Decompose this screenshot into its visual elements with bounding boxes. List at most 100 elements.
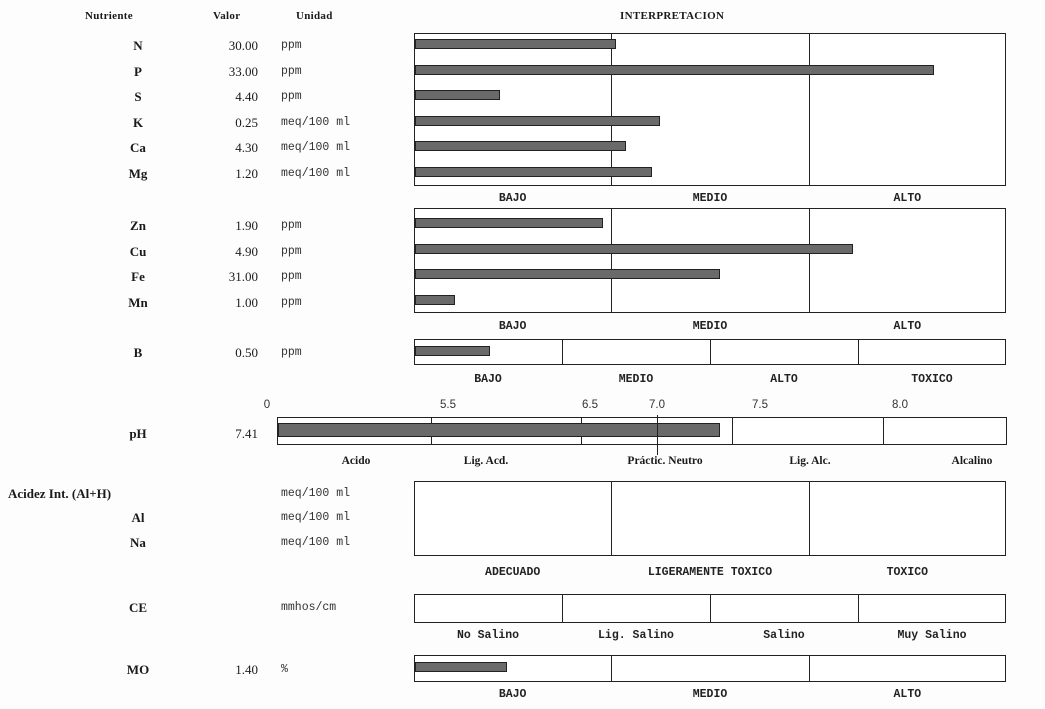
acidity-name: Al	[131, 510, 145, 525]
nutrient-name: S	[134, 89, 142, 104]
nutrient-value: 4.40	[235, 89, 258, 104]
ce-unit: mmhos/cm	[281, 601, 337, 614]
category-label: ALTO	[893, 192, 922, 205]
nutrient-unit: ppm	[281, 346, 302, 359]
category-divider	[611, 34, 613, 185]
ph-category-label: Alcalino	[951, 455, 993, 467]
ph-tick-label: 0	[263, 399, 271, 411]
nutrient-value: 0.50	[235, 345, 258, 360]
nutrient-unit: meq/100 ml	[281, 166, 351, 180]
bar-mn	[415, 294, 455, 305]
nutrient-name: Zn	[130, 218, 146, 233]
header-unit: Unidad	[296, 10, 333, 22]
header-interpretation: INTERPRETACION	[620, 10, 725, 22]
acidity-name: Na	[130, 535, 146, 550]
nutrient-name: Cu	[129, 243, 147, 259]
acidity-unit: meq/100 ml	[281, 487, 351, 500]
ph-name: pH	[129, 426, 147, 441]
category-label: ALTO	[893, 688, 922, 701]
ph-divider	[883, 418, 884, 444]
nutrient-unit: ppm	[281, 64, 302, 78]
nutrient-unit: ppm	[281, 295, 302, 309]
category-label: MEDIO	[692, 688, 728, 701]
ph-tick-label: 7.0	[649, 399, 665, 411]
nutrient-name: K	[132, 114, 144, 130]
bar-mo	[415, 662, 507, 672]
bar-fe	[415, 269, 720, 279]
ph-tick-label: 8.0	[892, 399, 908, 411]
category-divider	[562, 595, 563, 622]
nutrient-name: Fe	[131, 269, 145, 284]
category-divider	[710, 340, 711, 364]
bar-n	[415, 39, 616, 49]
bar-ca	[415, 141, 626, 151]
nutrient-unit: meq/100 ml	[281, 115, 351, 129]
nutrient-unit: meq/100 ml	[281, 141, 351, 154]
category-label: Salino	[763, 629, 805, 642]
category-divider	[808, 656, 810, 681]
ph-neutral-marker	[657, 415, 658, 455]
category-label: ADECUADO	[485, 566, 541, 579]
nutrient-value: 31.00	[228, 269, 258, 284]
acidity-unit: meq/100 ml	[281, 511, 351, 524]
category-divider	[858, 340, 859, 364]
boron-panel	[414, 339, 1006, 365]
category-label: BAJO	[498, 192, 527, 205]
category-label: ALTO	[893, 320, 922, 333]
ph-category-label: Lig. Acd.	[463, 455, 509, 467]
category-divider	[808, 482, 810, 555]
nutrient-value: 1.90	[235, 218, 258, 233]
nutrient-name: P	[134, 63, 142, 79]
category-divider	[611, 482, 613, 555]
nutrient-value: 4.90	[235, 243, 258, 259]
category-label: BAJO	[498, 320, 527, 333]
category-label: ALTO	[770, 373, 798, 386]
bar-p	[415, 64, 934, 75]
category-label: BAJO	[498, 688, 527, 701]
ce-name: CE	[128, 600, 148, 615]
acidity-unit: meq/100 ml	[281, 536, 351, 549]
nutrient-name: Ca	[130, 140, 146, 155]
bar-s	[415, 90, 500, 100]
mo-value: 1.40	[235, 662, 258, 677]
category-label: LIGERAMENTE TOXICO	[647, 566, 773, 579]
category-label: Lig. Salino	[598, 629, 674, 642]
category-label: TOXICO	[911, 373, 953, 386]
ph-tick-label: 6.5	[582, 399, 598, 411]
mo-name: MO	[126, 662, 150, 677]
mo-panel	[414, 655, 1006, 682]
ph-category-label: Lig. Alc.	[789, 455, 831, 467]
nutrient-value: 0.25	[235, 114, 258, 130]
category-label: MEDIO	[692, 192, 728, 205]
nutrient-value: 33.00	[228, 63, 258, 79]
nutrient-name: Mg	[128, 165, 148, 181]
nutrient-value: 1.20	[235, 165, 258, 181]
category-label: No Salino	[456, 629, 520, 642]
nutrient-name: Mn	[128, 294, 148, 310]
category-label: TOXICO	[886, 566, 929, 579]
bar-b	[415, 346, 490, 356]
nutrient-name: N	[133, 38, 143, 53]
bar-zn	[415, 218, 603, 228]
category-divider	[710, 595, 711, 622]
nutrient-value: 30.00	[228, 38, 258, 53]
ph-tick-label: 5.5	[440, 399, 456, 411]
acidity-panel	[414, 481, 1006, 556]
ce-panel	[414, 594, 1006, 623]
ph-category-label: Acido	[341, 455, 371, 467]
category-divider	[562, 340, 563, 364]
nutrient-unit: ppm	[281, 270, 302, 283]
category-divider	[808, 209, 810, 312]
nutrient-unit: ppm	[281, 219, 302, 232]
nutrient-value: 4.30	[235, 140, 258, 155]
bar-mg	[415, 166, 652, 177]
acidity-name: Acidez Int. (Al+H)	[8, 486, 112, 501]
category-divider	[808, 34, 810, 185]
nutrient-unit: ppm	[281, 90, 302, 103]
category-label: Muy Salino	[897, 629, 967, 642]
nutrient-unit: ppm	[281, 39, 302, 52]
category-divider	[611, 209, 613, 312]
category-divider	[611, 656, 613, 681]
ph-divider	[732, 418, 733, 444]
nutrient-value: 1.00	[235, 294, 258, 310]
